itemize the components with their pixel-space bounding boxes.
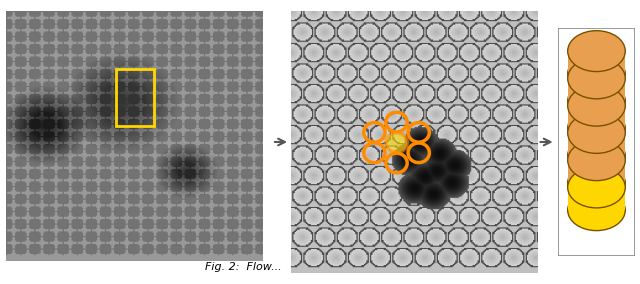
Ellipse shape xyxy=(568,53,625,94)
Ellipse shape xyxy=(568,31,625,72)
Circle shape xyxy=(386,133,407,153)
FancyBboxPatch shape xyxy=(558,28,635,256)
Ellipse shape xyxy=(568,167,625,208)
Ellipse shape xyxy=(568,135,625,176)
Ellipse shape xyxy=(568,58,625,99)
FancyBboxPatch shape xyxy=(568,106,625,128)
Ellipse shape xyxy=(568,162,625,203)
Bar xyxy=(116,69,154,126)
FancyBboxPatch shape xyxy=(568,133,625,156)
Text: Fig. 2:  Flow...: Fig. 2: Flow... xyxy=(205,262,282,272)
FancyBboxPatch shape xyxy=(568,78,625,101)
Ellipse shape xyxy=(568,112,625,153)
FancyBboxPatch shape xyxy=(568,160,625,183)
FancyBboxPatch shape xyxy=(568,51,625,74)
Ellipse shape xyxy=(568,108,625,149)
Ellipse shape xyxy=(568,81,625,122)
Ellipse shape xyxy=(568,85,625,126)
FancyBboxPatch shape xyxy=(568,187,625,210)
Ellipse shape xyxy=(568,190,625,231)
Ellipse shape xyxy=(568,140,625,181)
